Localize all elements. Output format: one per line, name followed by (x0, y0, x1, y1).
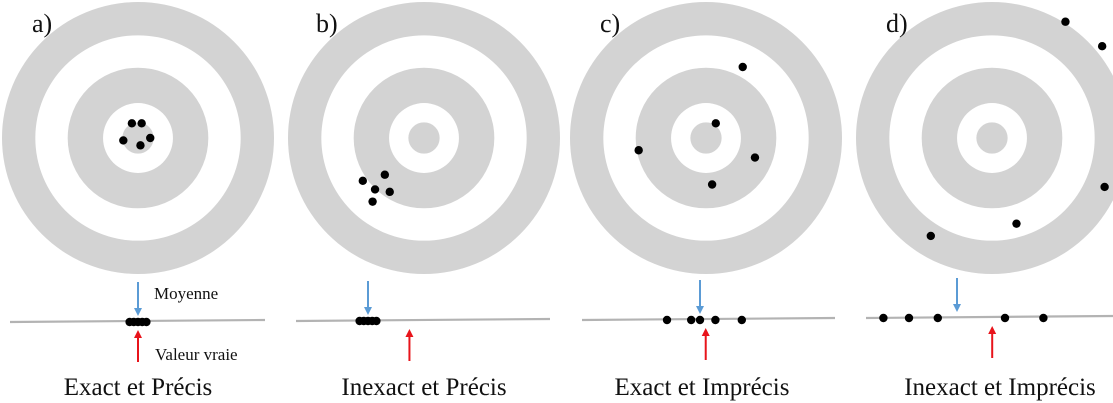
target-shot (119, 136, 128, 145)
line-shot (904, 313, 914, 323)
mean-arrow-head (134, 308, 142, 316)
line-shot (1039, 313, 1048, 323)
target-shot (738, 62, 747, 72)
line-shot (879, 313, 888, 323)
true-value-annotation: Valeur vraie (155, 345, 238, 364)
target-shot (136, 141, 145, 150)
true-value-arrow-head (988, 326, 997, 334)
line-shot (1000, 313, 1010, 323)
caption-a: Exact et Précis (64, 374, 213, 401)
target-shot (146, 133, 155, 143)
panel-d: d) Inexact et Imprécis (856, 2, 1113, 401)
true-value-arrow-head (405, 329, 414, 337)
target-shot (380, 170, 390, 179)
target-shot (137, 119, 146, 128)
target-shot (634, 146, 643, 155)
target-shot (926, 231, 935, 241)
mean-arrow-head (953, 304, 961, 312)
bullseye (408, 122, 440, 154)
mean-annotation: Moyenne (154, 284, 218, 303)
panel-label-a: a) (32, 9, 52, 38)
caption-d: Inexact et Imprécis (904, 374, 1096, 401)
number-line-a (9, 282, 266, 362)
target-shot (711, 119, 720, 128)
true-value-arrow-head (134, 330, 142, 338)
number-line-b (295, 281, 551, 361)
mean-arrow-head (364, 307, 372, 315)
panel-label-c: c) (600, 9, 620, 38)
target-shot (750, 153, 760, 162)
line-shot (711, 315, 720, 325)
line-shot (372, 316, 381, 326)
panel-c: c) Exact et Imprécis (570, 2, 842, 401)
target-shot (1012, 219, 1021, 228)
target-shot (1100, 182, 1109, 192)
target-shot (1061, 17, 1070, 26)
target-a (2, 2, 274, 274)
number-line-d (865, 278, 1113, 358)
line-shot (142, 317, 151, 327)
panel-label-d: d) (886, 9, 908, 38)
panel-b: b) Inexact et Précis (288, 2, 560, 401)
shots-b (358, 170, 394, 206)
target-shot (707, 180, 717, 189)
number-line (865, 314, 1113, 320)
target-b (288, 2, 560, 274)
shots-c (634, 62, 760, 189)
caption-b: Inexact et Précis (341, 374, 506, 401)
shots-a (119, 119, 155, 150)
number-line (581, 316, 836, 322)
number-line-c (581, 280, 836, 360)
line-shot (737, 315, 746, 325)
true-value-arrow-head (701, 328, 710, 336)
line-shot (662, 315, 672, 325)
bullseye (976, 122, 1008, 154)
target-shot (368, 197, 377, 206)
bullseye (122, 122, 154, 154)
target-shot (385, 187, 394, 197)
target-shot (127, 119, 137, 128)
target-shot (1097, 42, 1107, 51)
mean-arrow-head (696, 306, 704, 314)
line-shot (695, 315, 705, 325)
target-c (570, 2, 842, 274)
line-shot (687, 315, 696, 325)
panel-a: a) Exact et Précis (2, 2, 274, 401)
number-line (295, 317, 551, 323)
line-shot (933, 313, 942, 323)
panel-label-b: b) (316, 9, 338, 38)
target-shot (370, 185, 380, 194)
target-d (856, 2, 1113, 274)
shots-d (926, 17, 1109, 241)
target-shot (358, 176, 367, 186)
caption-c: Exact et Imprécis (615, 374, 790, 401)
bullseye (690, 122, 722, 154)
